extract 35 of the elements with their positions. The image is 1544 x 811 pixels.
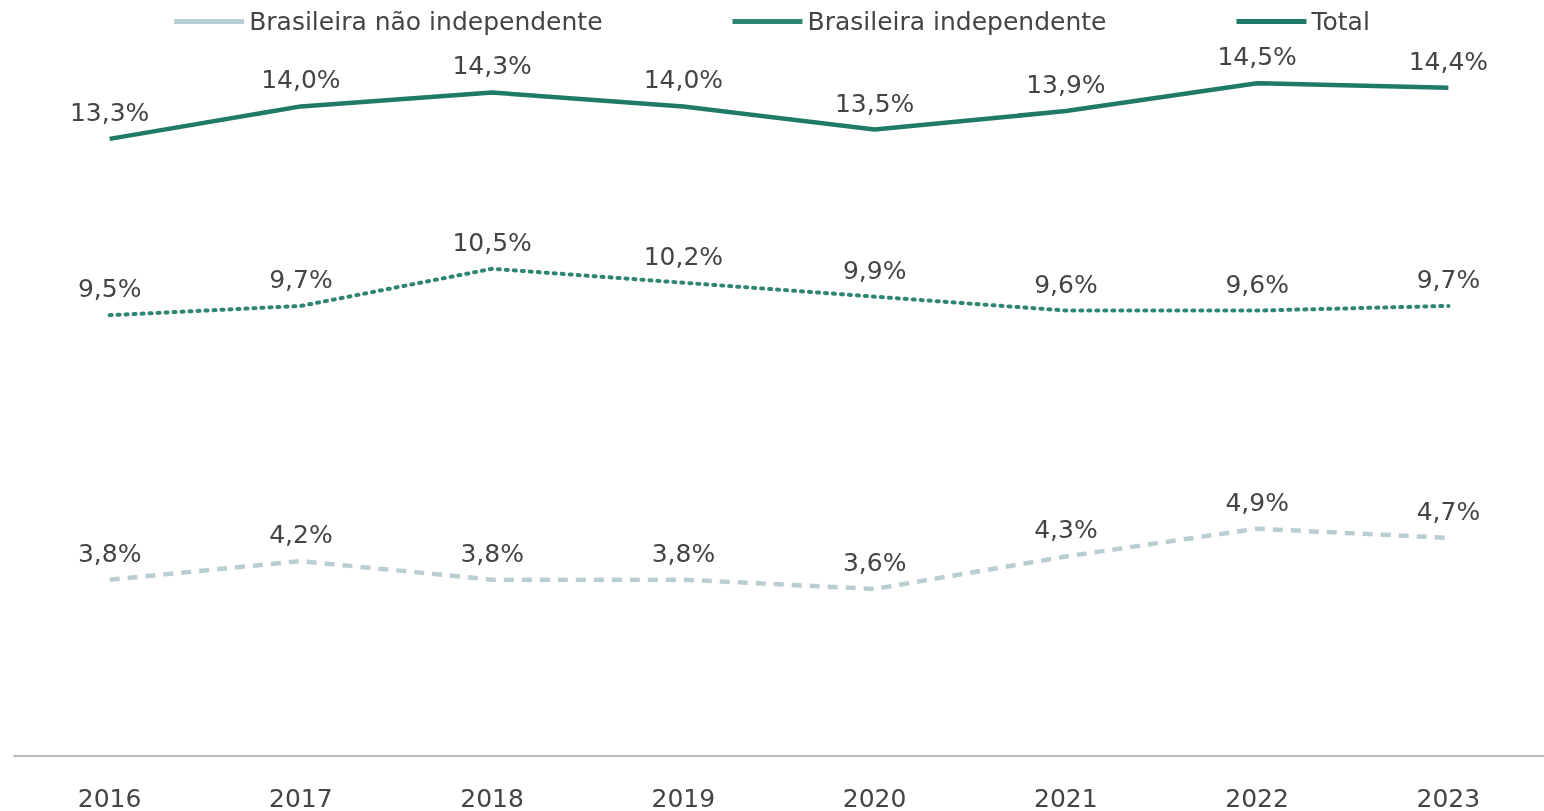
data-label: 13,5% [834,88,915,118]
x-tick-label: 2016 [77,784,142,811]
legend-label: Total [1310,7,1370,36]
data-label: 4,7% [1416,496,1481,526]
x-tick-label: 2022 [1225,784,1289,811]
data-label: 3,8% [651,538,716,568]
data-label: 9,7% [269,264,333,294]
data-label: 4,9% [1225,487,1289,517]
data-label: 13,9% [1026,70,1106,100]
x-tick-label: 2020 [842,784,907,811]
data-label: 9,7% [1416,264,1481,294]
data-label: 4,3% [1034,515,1098,545]
data-label: 10,5% [452,227,532,257]
data-label: 14,0% [643,65,724,95]
x-tick-label: 2017 [269,784,333,811]
x-tick-label: 2023 [1416,784,1481,811]
data-label: 13,3% [69,97,150,127]
legend-label: Brasileira independente [807,7,1107,36]
legend-label: Brasileira não independente [249,7,603,36]
data-label: 14,5% [1217,42,1297,72]
data-label: 3,8% [77,538,142,568]
data-label: 9,5% [77,274,142,304]
data-label: 9,6% [1034,269,1098,299]
data-label: 14,0% [261,65,341,95]
data-label: 9,6% [1225,269,1289,299]
x-tick-label: 2021 [1034,784,1098,811]
data-label: 10,2% [643,241,724,271]
data-label: 9,9% [842,255,907,285]
data-label: 14,4% [1408,46,1489,76]
data-label: 3,6% [842,547,907,577]
data-label: 4,2% [269,520,333,550]
x-tick-label: 2018 [460,784,524,811]
data-label: 14,3% [452,51,532,81]
x-tick-label: 2019 [651,784,716,811]
data-label: 3,8% [460,538,524,568]
